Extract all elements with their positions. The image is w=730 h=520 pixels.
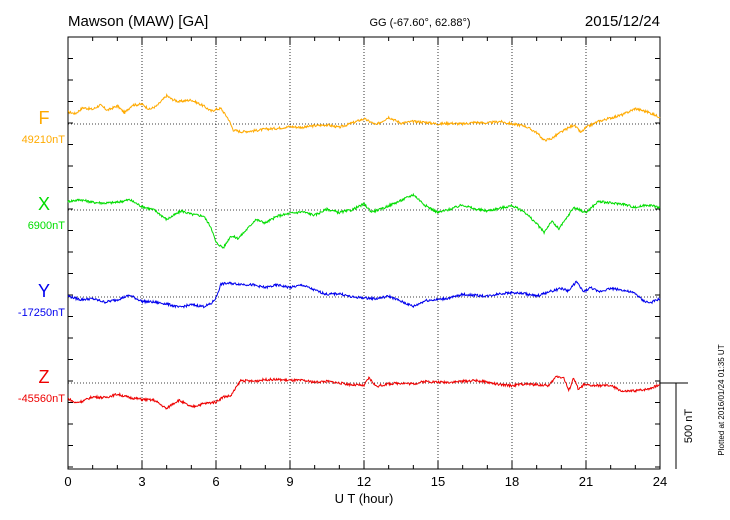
date-label: 2015/12/24 bbox=[585, 13, 660, 30]
series-layer bbox=[67, 92, 661, 410]
x-tick-label: 0 bbox=[64, 474, 71, 489]
channel-label-f: F bbox=[39, 108, 50, 128]
channel-labels: F 49210nT X 6900nT Y -17250nT Z -45560nT bbox=[18, 108, 65, 405]
x-tick-label: 24 bbox=[653, 474, 667, 489]
x-tick-label: 12 bbox=[357, 474, 371, 489]
x-tick-label: 18 bbox=[505, 474, 519, 489]
baseline-value-f: 49210nT bbox=[22, 134, 66, 146]
baseline-value-x: 6900nT bbox=[28, 220, 66, 232]
channel-label-z: Z bbox=[39, 367, 50, 387]
series-line-f bbox=[67, 92, 661, 142]
coords-label: GG (-67.60°, 62.88°) bbox=[369, 17, 470, 29]
series-line-y bbox=[67, 280, 661, 309]
baseline-value-z: -45560nT bbox=[18, 393, 65, 405]
scale-bar-label: 500 nT bbox=[683, 409, 695, 444]
x-tick-label: 15 bbox=[431, 474, 445, 489]
series-line-x bbox=[67, 192, 661, 249]
scale-bar: 500 nT bbox=[660, 382, 695, 469]
x-tick-label: 9 bbox=[286, 474, 293, 489]
plot-timestamp: Plotted at 2016/01/24 01:35 UT bbox=[717, 344, 726, 455]
x-tick-label: 3 bbox=[138, 474, 145, 489]
axis-ticks: 0 3 6 9 12 15 18 21 24 bbox=[64, 37, 667, 489]
x-tick-label: 6 bbox=[212, 474, 219, 489]
channel-label-y: Y bbox=[38, 281, 50, 301]
station-title: Mawson (MAW) [GA] bbox=[68, 13, 208, 30]
channel-label-x: X bbox=[38, 194, 50, 214]
gridlines bbox=[68, 37, 660, 469]
series-line-z bbox=[67, 375, 661, 410]
baseline-value-y: -17250nT bbox=[18, 307, 65, 319]
x-tick-label: 21 bbox=[579, 474, 593, 489]
x-axis-title: U T (hour) bbox=[335, 491, 394, 506]
